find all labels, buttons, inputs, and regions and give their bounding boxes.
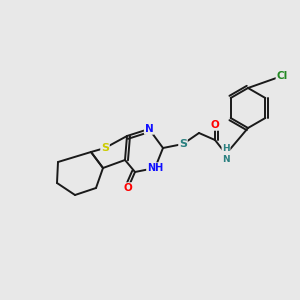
- Text: O: O: [211, 120, 219, 130]
- Text: NH: NH: [147, 163, 163, 173]
- Text: S: S: [101, 143, 109, 153]
- Text: O: O: [124, 183, 132, 193]
- Text: H
N: H N: [222, 144, 230, 164]
- Text: N: N: [145, 124, 153, 134]
- Text: Cl: Cl: [276, 71, 288, 81]
- Text: S: S: [179, 139, 187, 149]
